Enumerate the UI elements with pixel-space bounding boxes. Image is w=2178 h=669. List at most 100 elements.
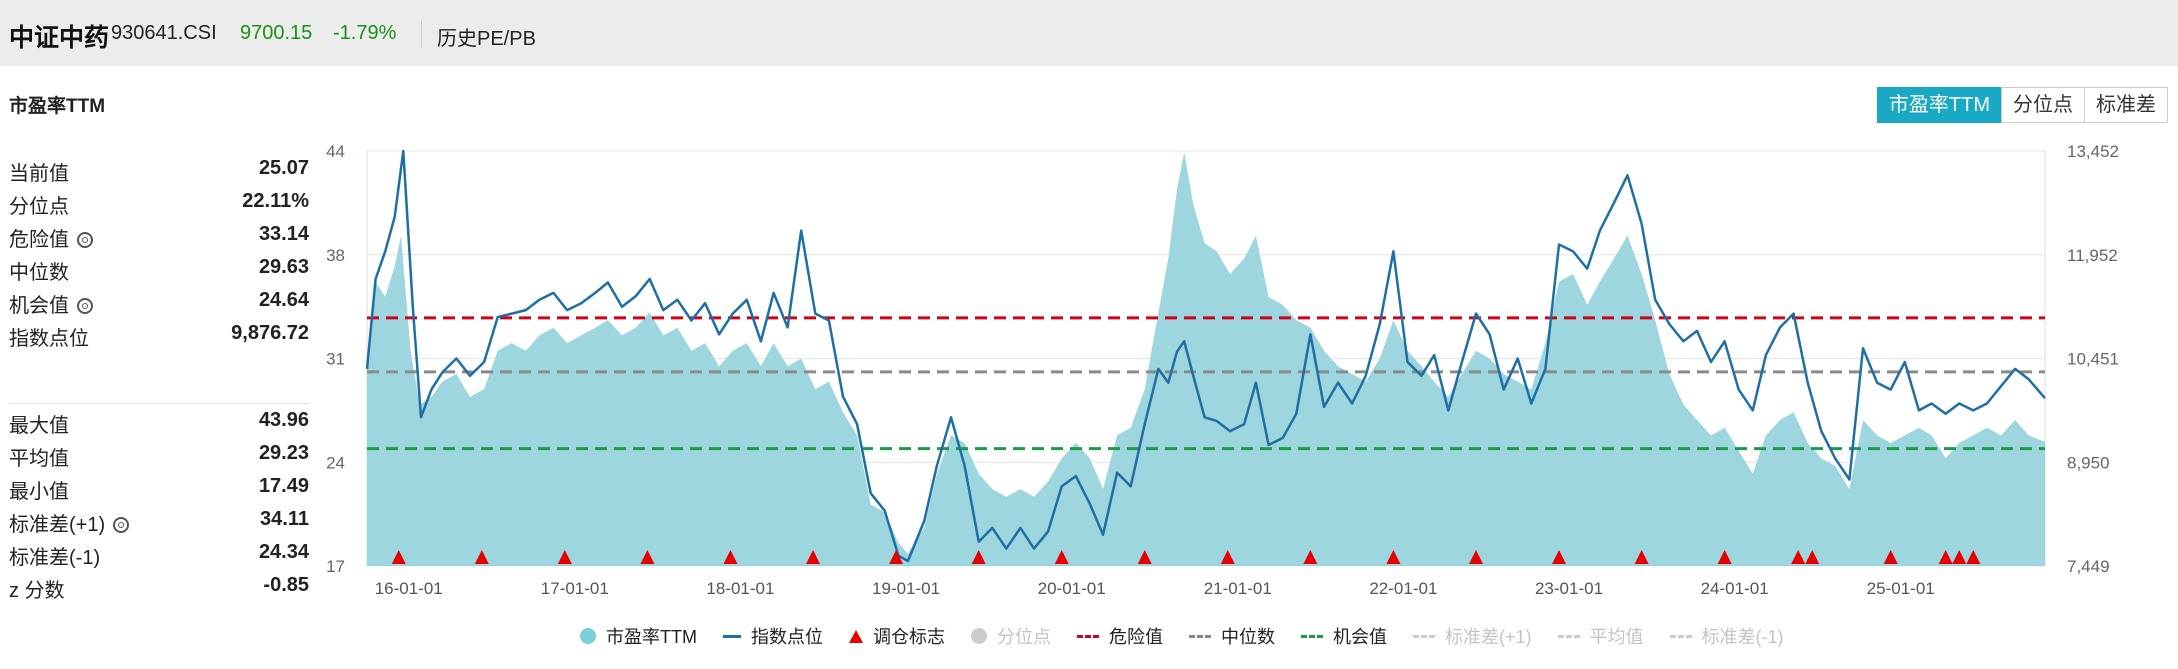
legend-dash-icon	[1188, 634, 1211, 638]
tab-pe-ttm[interactable]: 市盈率TTM	[1876, 87, 2002, 123]
x-tick-label: 20-01-01	[1038, 579, 1106, 598]
stat-label: 最小值	[9, 481, 69, 503]
legend-item-percentile[interactable]: 分位点	[970, 623, 1051, 649]
stats-panel-bottom: 最大值 43.96 平均值 29.23 最小值 17.49 标准差(+1) 34.11 …	[9, 405, 309, 603]
legend-dash-icon	[1412, 634, 1435, 638]
y-left-tick-label: 17	[326, 557, 345, 576]
rebalance-marker	[1634, 550, 1649, 564]
pe-ttm-area	[367, 152, 2045, 566]
tab-std-dev[interactable]: 标准差	[2084, 87, 2168, 123]
y-right-tick-label: 8,950	[2067, 453, 2110, 472]
rebalance-marker	[1938, 550, 1953, 564]
rebalance-marker	[1717, 550, 1732, 564]
legend-item-opportunity[interactable]: 机会值	[1300, 623, 1387, 649]
x-tick-label: 16-01-01	[375, 579, 443, 598]
rebalance-marker	[474, 550, 489, 564]
index-level-line	[365, 149, 2046, 563]
legend-item-std-plus[interactable]: 标准差(+1)	[1412, 623, 1532, 649]
y-left-tick-label: 44	[326, 142, 345, 161]
rebalance-marker	[889, 550, 904, 564]
index-price: 9700.15	[240, 22, 313, 44]
stat-label: 指数点位	[9, 328, 89, 350]
legend-dash-icon	[1300, 634, 1323, 638]
stat-value: 29.63	[258, 256, 309, 278]
gear-icon[interactable]	[113, 517, 130, 533]
gear-icon[interactable]	[77, 298, 93, 314]
section-title: 市盈率TTM	[9, 96, 106, 117]
history-pe-pb-link[interactable]: 历史PE/PB	[437, 28, 536, 50]
stat-label-text: 危险值	[9, 229, 69, 251]
rebalance-marker	[640, 550, 655, 564]
legend-item-mean[interactable]: 平均值	[1557, 623, 1644, 649]
legend-item-rebalance[interactable]: 调仓标志	[848, 623, 945, 649]
stat-label: 当前值	[9, 163, 69, 185]
x-tick-label: 24-01-01	[1701, 579, 1769, 598]
stat-percentile: 分位点 22.11%	[9, 186, 309, 219]
rebalance-marker	[1805, 550, 1820, 564]
stat-label-text: 机会值	[9, 295, 69, 317]
x-tick-label: 21-01-01	[1204, 579, 1272, 598]
rebalance-marker	[1386, 550, 1401, 564]
rebalance-marker	[723, 550, 738, 564]
legend-label: 指数点位	[750, 627, 823, 647]
legend-item-index[interactable]: 指数点位	[722, 623, 823, 649]
legend-label: 调仓标志	[872, 627, 945, 647]
stat-value: 43.96	[258, 409, 309, 431]
stat-value: 34.11	[260, 508, 309, 530]
legend-item-danger[interactable]: 危险值	[1076, 623, 1163, 649]
stat-label: 分位点	[9, 196, 69, 218]
y-right-tick-label: 11,952	[2067, 246, 2118, 265]
stat-value: 9,876.72	[231, 322, 309, 344]
rebalance-marker	[557, 550, 572, 564]
stat-median: 中位数 29.63	[9, 252, 309, 285]
index-name: 中证中药	[9, 24, 110, 52]
rebalance-marker	[1220, 550, 1235, 564]
stat-danger: 危险值 33.14	[9, 219, 309, 252]
index-code: 930641.CSI	[111, 22, 217, 44]
legend-label: 市盈率TTM	[606, 627, 697, 647]
stat-max: 最大值 43.96	[9, 405, 309, 438]
stat-label: 标准差(-1)	[9, 547, 101, 569]
legend-item-std-minus[interactable]: 标准差(-1)	[1669, 623, 1784, 649]
chart-legend: 市盈率TTM 指数点位 调仓标志 分位点 危险值 中位数 机会值 标准差(+1)…	[580, 623, 1810, 649]
legend-label: 标准差(-1)	[1701, 627, 1784, 647]
legend-dash-icon	[1669, 634, 1692, 638]
header-divider	[421, 20, 422, 48]
legend-label: 平均值	[1589, 627, 1644, 647]
stat-value: 25.07	[258, 157, 309, 179]
legend-item-pe[interactable]: 市盈率TTM	[580, 623, 697, 649]
rebalance-marker	[1303, 550, 1318, 564]
rebalance-marker	[1883, 550, 1898, 564]
legend-item-median[interactable]: 中位数	[1188, 623, 1275, 649]
x-tick-label: 25-01-01	[1867, 579, 1935, 598]
rebalance-marker	[391, 550, 406, 564]
legend-label: 机会值	[1332, 627, 1387, 647]
stat-label: 危险值	[9, 223, 93, 252]
stat-min: 最小值 17.49	[9, 471, 309, 504]
rebalance-marker	[806, 550, 821, 564]
legend-line-icon	[722, 634, 741, 638]
legend-label: 危险值	[1108, 627, 1163, 647]
rebalance-marker	[1791, 550, 1806, 564]
y-left-tick-label: 24	[326, 453, 345, 472]
legend-label: 分位点	[996, 627, 1051, 647]
stat-label-text: 标准差(+1)	[9, 514, 106, 536]
stats-panel-top: 当前值 25.07 分位点 22.11% 危险值 33.14 中位数 29.63 机会值…	[9, 153, 309, 351]
x-tick-label: 17-01-01	[541, 579, 609, 598]
stat-value: 17.49	[258, 475, 309, 497]
gear-icon[interactable]	[77, 232, 93, 248]
x-tick-label: 19-01-01	[872, 579, 940, 598]
stat-index-level: 指数点位 9,876.72	[9, 318, 309, 351]
stat-value: 29.23	[258, 442, 309, 464]
tab-percentile[interactable]: 分位点	[2001, 87, 2085, 123]
x-tick-label: 23-01-01	[1535, 579, 1603, 598]
rebalance-marker	[971, 550, 986, 564]
x-tick-label: 22-01-01	[1369, 579, 1437, 598]
stat-mean: 平均值 29.23	[9, 438, 309, 471]
y-right-tick-label: 10,451	[2067, 350, 2119, 369]
legend-dash-icon	[1076, 634, 1099, 638]
legend-label: 标准差(+1)	[1444, 627, 1532, 647]
rebalance-marker	[1966, 550, 1981, 564]
y-right-tick-label: 13,452	[2067, 142, 2119, 161]
